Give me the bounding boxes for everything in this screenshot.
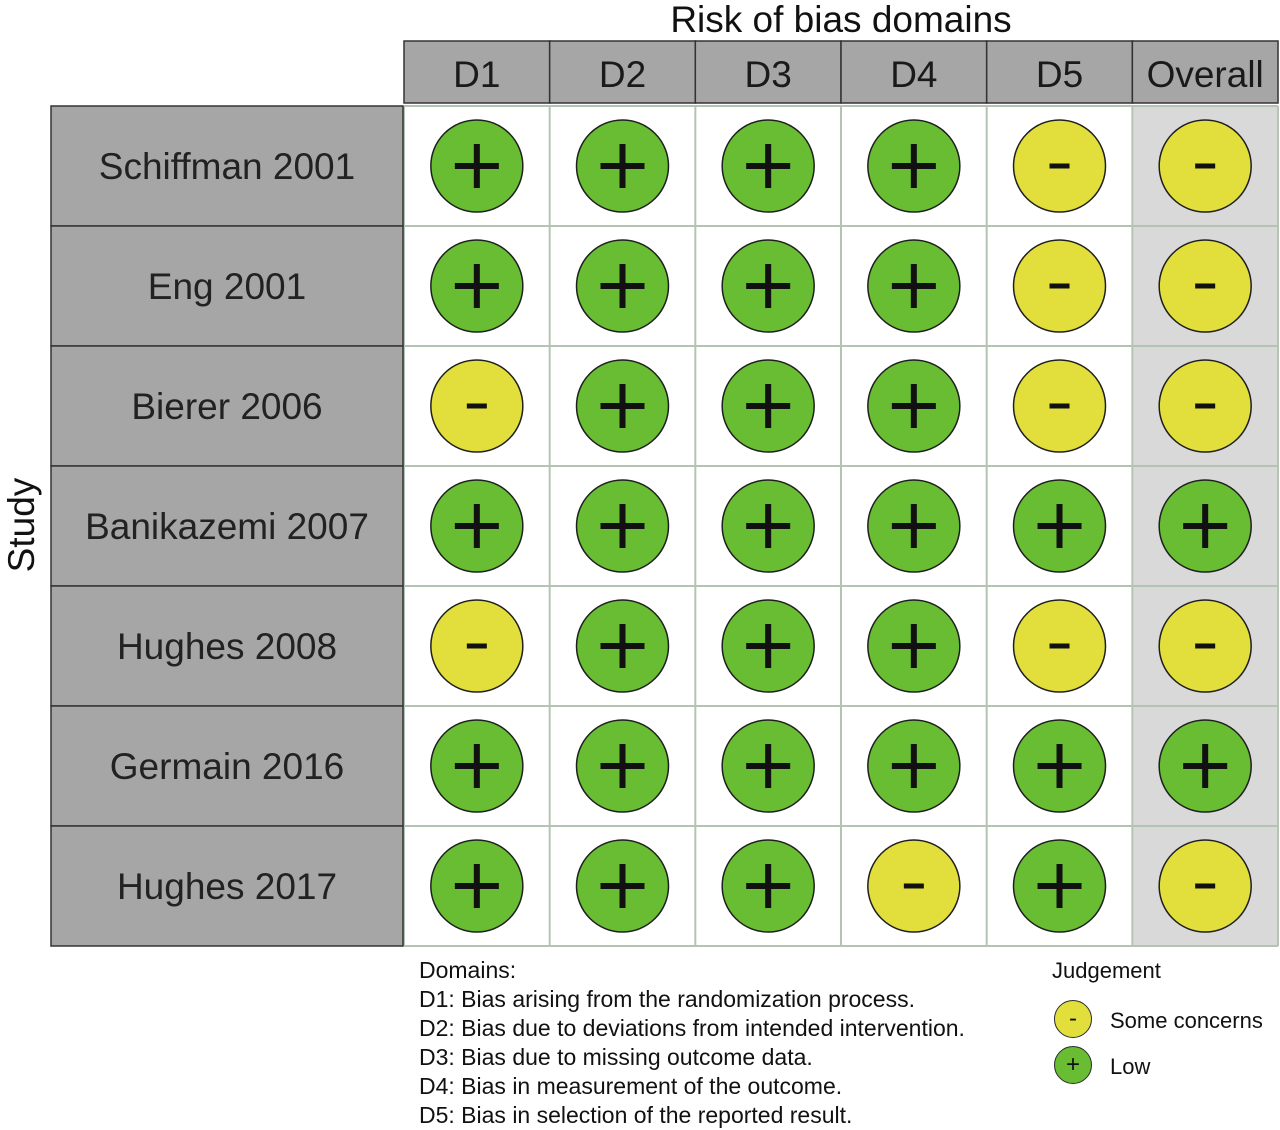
plus-symbol-vertical (910, 144, 917, 188)
study-label: Schiffman 2001 (99, 146, 355, 187)
study-label: Germain 2016 (110, 746, 344, 787)
study-label: Hughes 2017 (117, 866, 337, 907)
plus-symbol-vertical (619, 864, 626, 908)
domains-legend-item: D3: Bias due to missing outcome data. (419, 1044, 813, 1070)
plus-symbol-vertical (910, 264, 917, 308)
plus-symbol-vertical (765, 384, 772, 428)
minus-symbol (1049, 403, 1070, 409)
minus-symbol (903, 883, 924, 889)
column-header-label: D5 (1036, 54, 1083, 95)
plus-symbol-vertical (765, 144, 772, 188)
column-header-cell (1131, 40, 1279, 104)
minus-symbol (466, 643, 487, 649)
plus-symbol-vertical (473, 504, 480, 548)
legend-item-some-concerns: - Some concerns (1054, 1000, 1280, 1040)
plus-symbol-vertical (765, 744, 772, 788)
plus-symbol-vertical (619, 744, 626, 788)
judgement-legend-title: Judgement (1052, 958, 1161, 983)
domains-legend-heading: Domains: (419, 957, 517, 983)
plus-symbol-vertical (1056, 744, 1063, 788)
plus-symbol-vertical (765, 264, 772, 308)
study-label: Hughes 2008 (117, 626, 337, 667)
study-cell (50, 825, 404, 947)
plus-symbol-vertical (473, 744, 480, 788)
column-header-cell (694, 40, 842, 104)
plus-symbol-vertical (619, 264, 626, 308)
plus-symbol-vertical (910, 384, 917, 428)
plus-symbol-vertical (1202, 504, 1209, 548)
minus-symbol (466, 403, 487, 409)
domains-legend-item: D2: Bias due to deviations from intended… (419, 1015, 965, 1041)
y-axis-label: Study (1, 477, 42, 572)
study-cell (50, 105, 404, 227)
study-cell (50, 585, 404, 707)
column-header-label: D2 (599, 54, 646, 95)
grid-layer: D1 D2 D3 D4 D5 Overall Schiffman 2001 Eng 2001 B… (50, 40, 1280, 947)
study-cell (50, 225, 404, 347)
plus-symbol-vertical (473, 144, 480, 188)
minus-symbol (1195, 163, 1216, 169)
plus-symbol-vertical (619, 384, 626, 428)
plus-symbol-vertical (619, 144, 626, 188)
minus-symbol (1049, 643, 1070, 649)
some-concerns-legend-dot: - (1054, 1000, 1092, 1038)
plus-symbol-vertical (1056, 504, 1063, 548)
column-header-cell (985, 40, 1134, 104)
plus-symbol-vertical (473, 864, 480, 908)
study-label: Eng 2001 (148, 266, 306, 307)
study-label: Banikazemi 2007 (85, 506, 369, 547)
column-header-label: Overall (1147, 54, 1264, 95)
domains-legend-item: D1: Bias arising from the randomization … (419, 986, 915, 1012)
chart-title: Risk of bias domains (670, 0, 1011, 40)
plus-symbol-vertical (473, 264, 480, 308)
column-header-cell (403, 40, 551, 104)
plus-symbol-vertical (1056, 864, 1063, 908)
plus-symbol-vertical (765, 504, 772, 548)
minus-symbol (1195, 283, 1216, 289)
domains-legend-item: D5: Bias in selection of the reported re… (419, 1102, 853, 1128)
low-legend-label: Low (1110, 1054, 1151, 1079)
low-legend-dot: + (1054, 1046, 1092, 1084)
minus-symbol (1049, 283, 1070, 289)
column-header-label: D4 (890, 54, 937, 95)
plus-symbol-vertical (619, 624, 626, 668)
legend-item-low: + Low (1054, 1046, 1280, 1086)
domains-legend: Domains: D1: Bias arising from the rando… (419, 956, 1059, 1130)
plus-symbol-vertical (910, 624, 917, 668)
plus-symbol-vertical (765, 624, 772, 668)
study-label: Bierer 2006 (131, 386, 322, 427)
column-header-label: D3 (745, 54, 792, 95)
some-concerns-legend-label: Some concerns (1110, 1008, 1263, 1033)
plus-symbol-vertical (619, 504, 626, 548)
plus-symbol-vertical (910, 744, 917, 788)
study-cell (50, 465, 404, 587)
plus-symbol-vertical (910, 504, 917, 548)
minus-symbol (1195, 403, 1216, 409)
plus-symbol-vertical (765, 864, 772, 908)
minus-symbol (1195, 643, 1216, 649)
minus-symbol (1195, 883, 1216, 889)
plus-symbol-vertical (1202, 744, 1209, 788)
minus-symbol (1049, 163, 1070, 169)
domains-legend-item: D4: Bias in measurement of the outcome. (419, 1073, 843, 1099)
column-header-label: D1 (453, 54, 500, 95)
study-cell (50, 345, 404, 467)
